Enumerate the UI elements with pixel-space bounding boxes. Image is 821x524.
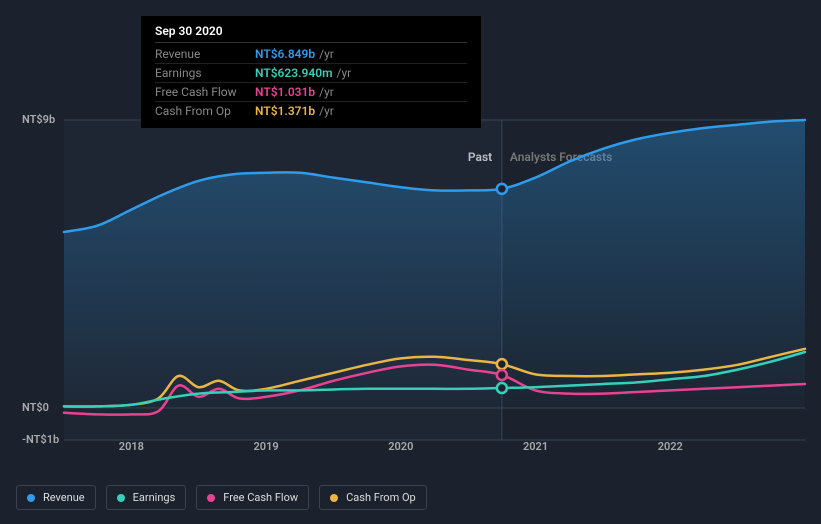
x-axis-label: 2020 [388, 440, 413, 453]
tooltip-label: Cash From Op [155, 104, 255, 118]
tooltip-row: EarningsNT$623.940m/yr [155, 64, 467, 83]
tooltip-label: Free Cash Flow [155, 85, 255, 99]
x-axis-label: 2021 [523, 440, 548, 453]
tooltip-value: NT$6.849b [255, 47, 315, 61]
legend-label: Revenue [43, 491, 85, 504]
x-axis-label: 2018 [119, 440, 144, 453]
legend-item[interactable]: Earnings [106, 485, 187, 510]
tooltip-label: Earnings [155, 66, 255, 80]
chart-svg [64, 120, 805, 440]
tooltip-unit: /yr [319, 47, 334, 61]
legend-label: Free Cash Flow [223, 491, 298, 504]
x-axis-label: 2019 [254, 440, 279, 453]
y-axis-label: NT$0 [22, 401, 49, 414]
tooltip-row: Free Cash FlowNT$1.031b/yr [155, 83, 467, 102]
tooltip-value: NT$1.031b [255, 85, 315, 99]
legend-item[interactable]: Revenue [16, 485, 96, 510]
y-axis-label: -NT$1b [22, 433, 59, 446]
x-axis-label: 2022 [658, 440, 683, 453]
legend-item[interactable]: Free Cash Flow [196, 485, 309, 510]
tooltip-unit: /yr [319, 104, 334, 118]
legend-label: Cash From Op [346, 491, 416, 504]
legend-label: Earnings [133, 491, 176, 504]
legend-dot-icon [330, 494, 338, 502]
legend-item[interactable]: Cash From Op [319, 485, 427, 510]
chart-tooltip: Sep 30 2020 RevenueNT$6.849b/yrEarningsN… [141, 16, 481, 128]
legend: Revenue Earnings Free Cash Flow Cash From O… [16, 485, 427, 510]
legend-dot-icon [27, 494, 35, 502]
chart-area: NT$9bNT$0-NT$1b 20182019202020212022 [16, 120, 805, 474]
tooltip-unit: /yr [337, 66, 352, 80]
legend-dot-icon [207, 494, 215, 502]
legend-dot-icon [117, 494, 125, 502]
tooltip-value: NT$1.371b [255, 104, 315, 118]
tooltip-date: Sep 30 2020 [155, 24, 467, 43]
tooltip-value: NT$623.940m [255, 66, 333, 80]
tooltip-row: Cash From OpNT$1.371b/yr [155, 102, 467, 120]
y-axis-label: NT$9b [22, 113, 55, 126]
tooltip-label: Revenue [155, 47, 255, 61]
tooltip-unit: /yr [319, 85, 334, 99]
tooltip-row: RevenueNT$6.849b/yr [155, 45, 467, 64]
